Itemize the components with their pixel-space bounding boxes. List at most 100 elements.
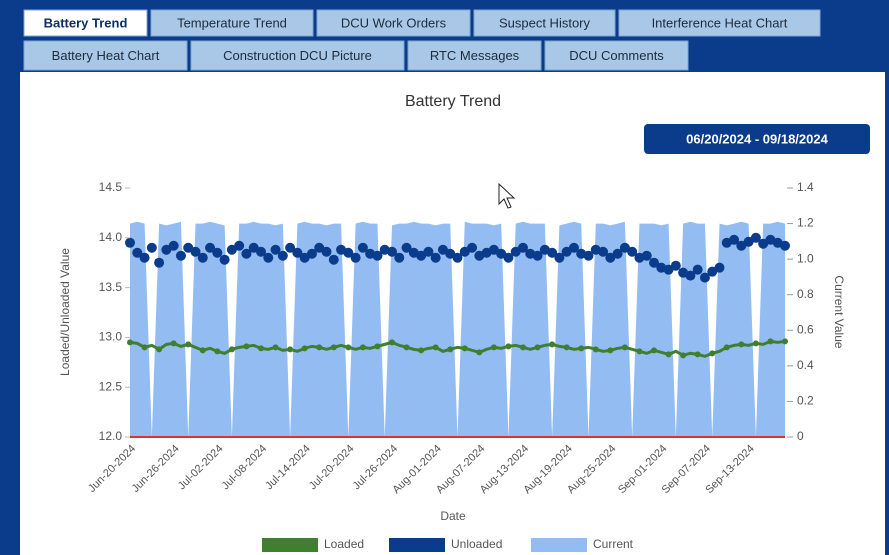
loaded-point — [170, 340, 177, 347]
unloaded-point — [488, 244, 499, 255]
tab[interactable] — [544, 40, 689, 71]
unloaded-point — [649, 257, 659, 268]
unloaded-point — [394, 252, 405, 263]
tab-label[interactable]: Battery Trend — [44, 15, 128, 30]
unloaded-point — [190, 246, 201, 257]
unloaded-point — [263, 252, 274, 263]
legend-swatch[interactable] — [531, 538, 587, 552]
loaded-point — [432, 344, 439, 351]
date-range-button[interactable] — [644, 124, 870, 154]
tab-label[interactable]: Suspect History — [499, 15, 591, 30]
tab-label[interactable]: Construction DCU Picture — [223, 48, 372, 63]
unloaded-point — [430, 252, 441, 263]
loaded-point — [418, 347, 425, 354]
unloaded-point — [758, 238, 769, 249]
loaded-point — [782, 338, 788, 345]
loaded-point — [520, 344, 526, 351]
loaded-point — [651, 347, 657, 354]
unloaded-point — [226, 244, 237, 255]
tab[interactable] — [23, 40, 188, 71]
unloaded-point — [532, 250, 543, 261]
loaded-point — [243, 343, 250, 350]
unloaded-point — [219, 254, 230, 265]
unloaded-point — [445, 248, 456, 259]
legend-label[interactable]: Loaded — [324, 537, 364, 551]
unloaded-point — [496, 248, 507, 259]
loaded-point — [447, 346, 454, 353]
y-tick-label: 13.5 — [99, 280, 123, 294]
y-tick-label: 14.5 — [99, 180, 123, 194]
tab-label[interactable]: Battery Heat Chart — [52, 48, 160, 63]
unloaded-point — [328, 254, 339, 265]
tab[interactable] — [316, 9, 471, 37]
unloaded-point — [736, 240, 747, 251]
loaded-point — [534, 344, 541, 351]
y2-tick-label: 0.6 — [797, 322, 814, 336]
unloaded-point — [780, 240, 790, 251]
unloaded-point — [663, 264, 674, 275]
loaded-point — [374, 343, 381, 350]
unloaded-point — [175, 250, 186, 261]
unloaded-point — [605, 252, 616, 263]
unloaded-point — [612, 248, 623, 259]
legend-swatch[interactable] — [389, 538, 445, 552]
loaded-point — [359, 344, 366, 351]
unloaded-point — [168, 240, 179, 251]
y-tick-label: 12.5 — [99, 379, 123, 393]
tab-label[interactable]: RTC Messages — [430, 48, 520, 63]
loaded-point — [461, 345, 468, 352]
loaded-point — [490, 344, 497, 351]
loaded-point — [738, 341, 745, 348]
unloaded-point — [547, 247, 558, 258]
legend-label[interactable]: Current — [593, 537, 634, 551]
tab[interactable] — [23, 9, 148, 37]
unloaded-point — [510, 246, 521, 257]
loaded-point — [752, 340, 759, 347]
unloaded-point — [161, 244, 172, 255]
unloaded-point — [183, 242, 194, 253]
legend-swatch[interactable] — [262, 538, 318, 552]
loaded-point — [228, 346, 235, 353]
unloaded-point — [234, 240, 245, 251]
tab[interactable] — [473, 9, 616, 37]
unloaded-point — [627, 246, 638, 257]
tab-label[interactable]: DCU Comments — [569, 48, 664, 63]
x-axis-title: Date — [440, 509, 466, 523]
y-tick-label: 13.0 — [99, 330, 123, 344]
unloaded-point — [139, 252, 150, 263]
tab-label[interactable]: DCU Work Orders — [341, 15, 447, 30]
unloaded-point — [241, 248, 252, 259]
unloaded-point — [321, 246, 332, 257]
unloaded-point — [343, 247, 354, 258]
unloaded-point — [248, 242, 259, 253]
y2-tick-label: 0 — [797, 429, 804, 443]
loaded-point — [156, 346, 163, 353]
loaded-point — [330, 344, 337, 351]
unloaded-point — [699, 272, 710, 283]
current-area — [130, 221, 785, 437]
unloaded-point — [503, 252, 514, 263]
loaded-point — [185, 341, 192, 348]
loaded-point — [578, 345, 585, 352]
tab-label[interactable]: Temperature Trend — [177, 15, 287, 30]
loaded-point — [665, 351, 672, 358]
loaded-point — [563, 344, 570, 351]
tab-label[interactable]: Interference Heat Chart — [652, 15, 788, 30]
unloaded-point — [212, 247, 223, 258]
date-range-text[interactable]: 06/20/2024 - 09/18/2024 — [686, 131, 828, 146]
unloaded-point — [467, 242, 478, 253]
tab[interactable] — [618, 9, 821, 37]
unloaded-point — [707, 266, 718, 277]
unloaded-point — [285, 242, 296, 253]
unloaded-point — [583, 250, 594, 261]
loaded-point — [141, 344, 148, 351]
unloaded-point — [714, 262, 725, 273]
loaded-point — [199, 347, 206, 354]
tab[interactable] — [150, 9, 314, 37]
legend-label[interactable]: Unloaded — [451, 537, 502, 551]
unloaded-point — [729, 234, 740, 245]
tab[interactable] — [407, 40, 542, 71]
unloaded-point — [125, 237, 135, 248]
loaded-point — [709, 350, 716, 357]
tab[interactable] — [190, 40, 405, 71]
